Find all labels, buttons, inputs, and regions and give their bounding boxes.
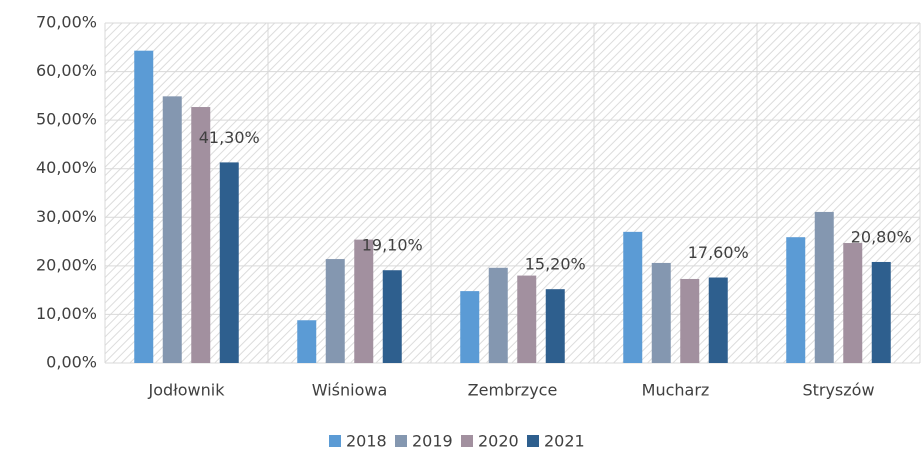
data-label: 41,30% [199, 128, 260, 147]
bar [134, 50, 154, 363]
legend-swatch [329, 435, 341, 447]
bar [382, 270, 402, 363]
y-tick-label: 40,00% [36, 158, 97, 177]
legend-label: 2020 [478, 432, 519, 451]
y-tick-label: 20,00% [36, 255, 97, 274]
bar [162, 96, 182, 363]
bar [325, 259, 345, 363]
y-tick-label: 60,00% [36, 61, 97, 80]
bar [545, 289, 565, 363]
bar [297, 320, 317, 363]
x-tick-label: Mucharz [642, 381, 710, 400]
bar [354, 239, 374, 363]
bar [623, 231, 643, 363]
legend-label: 2021 [544, 432, 585, 451]
bar [843, 243, 863, 363]
bar [517, 275, 537, 363]
x-tick-label: Jodłownik [148, 381, 226, 400]
data-label: 20,80% [851, 227, 912, 246]
data-label: 15,20% [525, 255, 586, 274]
x-tick-label: Wiśniowa [312, 381, 388, 400]
bar [191, 107, 211, 364]
plot-background [105, 23, 920, 363]
y-tick-label: 10,00% [36, 304, 97, 323]
y-tick-label: 0,00% [46, 353, 97, 372]
bar [786, 237, 806, 363]
legend-swatch [527, 435, 539, 447]
bar [460, 291, 480, 363]
bar [680, 278, 700, 363]
bar [814, 211, 834, 363]
bar [871, 261, 891, 363]
x-tick-label: Zembrzyce [468, 381, 558, 400]
legend-label: 2018 [346, 432, 387, 451]
legend-label: 2019 [412, 432, 453, 451]
x-tick-label: Stryszów [802, 381, 874, 400]
bar [708, 277, 728, 363]
legend-swatch [395, 435, 407, 447]
bar [488, 267, 508, 363]
bar [651, 262, 671, 363]
bar [219, 162, 239, 363]
legend-swatch [461, 435, 473, 447]
data-label: 17,60% [688, 243, 749, 262]
y-tick-label: 50,00% [36, 110, 97, 129]
data-label: 19,10% [362, 236, 423, 255]
y-tick-label: 70,00% [36, 13, 97, 32]
y-tick-label: 30,00% [36, 207, 97, 226]
